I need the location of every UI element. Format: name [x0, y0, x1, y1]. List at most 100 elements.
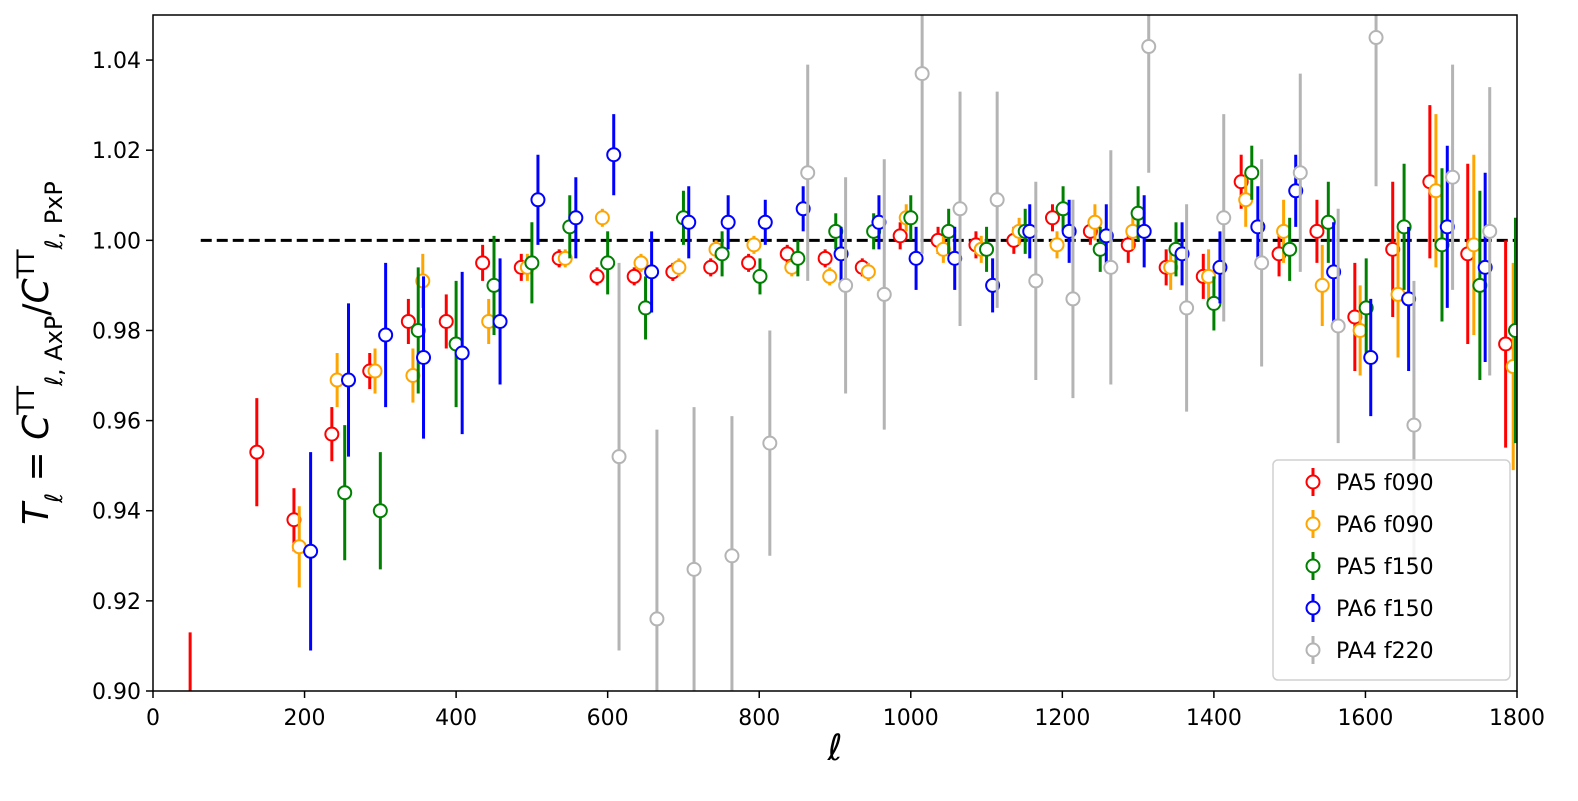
data-point	[568, 210, 584, 226]
data-point	[530, 192, 546, 208]
data-point	[876, 286, 892, 302]
axes-frame	[152, 14, 1518, 692]
data-point	[703, 259, 719, 275]
data-point	[324, 426, 340, 442]
y-label-part: ℓ, AxP	[40, 316, 68, 387]
data-point	[1065, 291, 1081, 307]
data-point	[714, 246, 730, 262]
x-tick-label: 400	[435, 706, 477, 731]
y-tick-label: 1.04	[92, 49, 141, 74]
data-point	[626, 268, 642, 284]
data-point	[367, 363, 383, 379]
y-label-part: TT	[12, 249, 40, 279]
data-point	[1498, 336, 1514, 352]
plot-marks	[184, 15, 1517, 743]
legend-label: PA6 f090	[1336, 513, 1434, 538]
data-point	[1028, 273, 1044, 289]
data-point	[908, 250, 924, 266]
data-point	[1363, 350, 1379, 366]
legend-label: PA5 f090	[1336, 471, 1434, 496]
data-point	[720, 214, 736, 230]
data-point	[1314, 277, 1330, 293]
data-point	[184, 730, 197, 743]
data-point	[1292, 165, 1308, 181]
data-point	[1141, 39, 1157, 55]
data-point	[860, 264, 876, 280]
y-tick-label: 1.00	[92, 229, 141, 254]
data-point	[524, 255, 540, 271]
y-label-part: ℓ, PxP	[40, 181, 68, 250]
data-point	[1022, 223, 1038, 239]
legend-marker	[1305, 600, 1321, 616]
data-point	[454, 345, 470, 361]
data-point	[822, 268, 838, 284]
x-tick-label: 800	[738, 706, 780, 731]
data-point	[752, 268, 768, 284]
legend-label: PA4 f220	[1336, 639, 1434, 664]
data-point	[1507, 322, 1517, 338]
data-point	[638, 300, 654, 316]
data-point	[838, 277, 854, 293]
y-label-part: C	[16, 277, 57, 303]
data-point	[589, 268, 605, 284]
data-point	[1282, 241, 1298, 257]
data-point	[1445, 169, 1461, 185]
legend-label: PA6 f150	[1336, 597, 1434, 622]
x-tick-label: 600	[587, 706, 629, 731]
data-point	[1238, 192, 1254, 208]
data-point	[644, 264, 660, 280]
data-point	[941, 223, 957, 239]
data-point	[475, 255, 491, 271]
data-point	[600, 255, 616, 271]
data-point	[1130, 205, 1146, 221]
data-point	[757, 214, 773, 230]
x-tick-label: 1000	[883, 706, 939, 731]
data-point	[1216, 210, 1232, 226]
x-axis-label: ℓ	[827, 728, 843, 769]
data-point	[671, 259, 687, 275]
y-label-part: ℓ	[40, 493, 68, 504]
data-point	[1254, 255, 1270, 271]
data-point	[1276, 223, 1292, 239]
data-point	[416, 350, 432, 366]
legend-box	[1272, 459, 1511, 681]
data-point	[438, 313, 454, 329]
data-point	[1368, 30, 1384, 46]
data-point	[1055, 201, 1071, 217]
data-point	[1482, 223, 1498, 239]
data-point	[486, 277, 502, 293]
data-point	[303, 543, 319, 559]
data-point	[1352, 322, 1368, 338]
y-label-part: =	[16, 440, 57, 493]
data-point	[492, 313, 508, 329]
x-tick-label: 1400	[1186, 706, 1242, 731]
data-point	[649, 611, 665, 627]
data-point	[1309, 223, 1325, 239]
data-point	[914, 66, 930, 82]
data-point	[1103, 259, 1119, 275]
data-point	[746, 237, 762, 253]
data-point	[1244, 165, 1260, 181]
data-point	[817, 250, 833, 266]
y-tick-label: 0.98	[92, 319, 141, 344]
data-point	[341, 372, 357, 388]
data-point	[724, 548, 740, 564]
data-point	[800, 165, 816, 181]
y-label-part: T	[16, 500, 57, 525]
data-point	[1505, 359, 1517, 375]
data-point	[903, 210, 919, 226]
data-point	[681, 214, 697, 230]
x-tick-label: 1800	[1489, 706, 1545, 731]
legend-marker	[1305, 474, 1321, 490]
data-point	[1406, 417, 1422, 433]
data-point	[1206, 295, 1222, 311]
data-point	[1330, 318, 1346, 334]
data-point	[337, 485, 353, 501]
data-point	[611, 449, 627, 465]
data-point	[1428, 183, 1444, 199]
data-point	[1044, 210, 1060, 226]
x-tick-label: 1600	[1337, 706, 1393, 731]
data-point	[606, 147, 622, 163]
data-point	[892, 228, 908, 244]
